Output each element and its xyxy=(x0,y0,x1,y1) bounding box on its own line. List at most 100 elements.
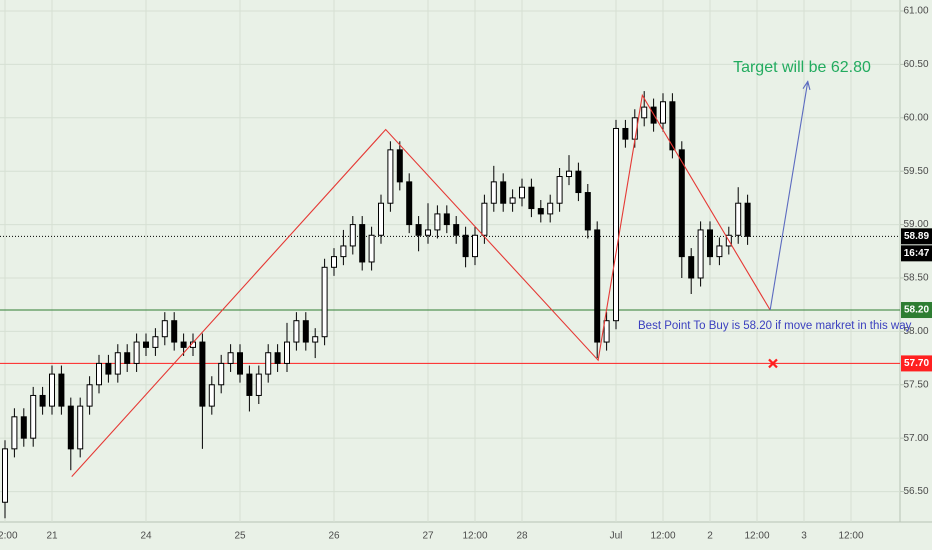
candle-body xyxy=(246,373,253,396)
candle-body xyxy=(143,341,149,348)
candle-body xyxy=(481,202,488,236)
candle-body xyxy=(594,229,601,343)
x-tick-label: 24 xyxy=(140,531,152,542)
trend-arrow xyxy=(769,81,808,311)
candle-body xyxy=(77,405,84,450)
candle-body xyxy=(293,320,300,343)
candle-body xyxy=(30,394,37,439)
candle-body xyxy=(331,256,337,268)
candle-body xyxy=(227,352,234,364)
candle-body xyxy=(180,341,187,348)
countdown-box xyxy=(901,245,932,262)
candle-body xyxy=(20,416,27,439)
candle-body xyxy=(255,373,262,396)
candle-body xyxy=(490,181,497,204)
candle-body xyxy=(359,224,366,263)
candle-body xyxy=(58,373,65,407)
candle-body xyxy=(500,181,507,204)
x-tick-label: 12:00 xyxy=(0,531,18,542)
y-tick-label: 58.50 xyxy=(903,273,928,284)
y-tick-label: 57.50 xyxy=(903,379,928,390)
candle-body xyxy=(396,149,403,183)
candle-body xyxy=(735,202,742,236)
candle-body xyxy=(265,352,272,375)
candle-body xyxy=(622,127,629,140)
candle-body xyxy=(274,352,281,364)
candle-body xyxy=(67,405,74,450)
y-tick-label: 60.50 xyxy=(903,59,928,70)
price-label: 57.70 xyxy=(904,358,929,369)
x-tick-label: 2 xyxy=(707,531,713,542)
candle-body xyxy=(584,192,591,231)
candle-body xyxy=(124,352,131,364)
candle-body xyxy=(660,101,666,124)
y-tick-label: 59.00 xyxy=(903,219,928,230)
candle-body xyxy=(443,213,450,226)
candle-body xyxy=(453,224,460,236)
candle-body xyxy=(199,341,206,407)
price-label-box xyxy=(901,302,932,319)
cross-stroke xyxy=(768,358,778,369)
candle-body xyxy=(96,362,102,386)
y-tick-label: 59.50 xyxy=(903,166,928,177)
candle-body xyxy=(688,256,695,279)
x-tick-label: 12:00 xyxy=(744,531,769,542)
candle-body xyxy=(152,336,159,348)
candle-body xyxy=(39,394,46,407)
candle-body xyxy=(2,448,8,503)
candle-body xyxy=(171,320,178,343)
candle-body xyxy=(349,224,356,247)
annotation: Target will be 62.80 xyxy=(733,59,871,76)
candle-body xyxy=(321,266,328,338)
x-tick-label: 3 xyxy=(801,531,807,542)
candle-body xyxy=(669,101,676,151)
x-tick-label: 12:00 xyxy=(462,531,487,542)
candle-body xyxy=(387,149,394,204)
x-tick-label: Jul xyxy=(610,531,623,542)
candle-body xyxy=(509,197,516,204)
candle-body xyxy=(86,384,93,407)
price-label-box xyxy=(901,355,932,372)
candle-body xyxy=(613,127,619,322)
candle-body xyxy=(547,202,554,215)
candle-body xyxy=(133,341,140,364)
y-tick-label: 60.00 xyxy=(903,112,928,123)
candle-body xyxy=(368,234,375,263)
candle-body xyxy=(744,202,751,237)
candle-body xyxy=(472,234,478,258)
candle-body xyxy=(237,352,243,375)
y-tick-label: 56.50 xyxy=(903,486,928,497)
candle-body xyxy=(697,229,704,279)
candle-body xyxy=(406,181,413,226)
candle-body xyxy=(462,234,469,258)
candle-body xyxy=(575,170,582,194)
y-tick-label: 57.00 xyxy=(903,433,928,444)
candle-body xyxy=(11,416,18,450)
candle-body xyxy=(208,384,215,407)
price-label-box xyxy=(901,228,932,245)
x-tick-label: 25 xyxy=(234,531,246,542)
x-tick-label: 26 xyxy=(328,531,340,542)
candle-body xyxy=(284,341,290,364)
candle-body xyxy=(434,213,441,231)
candle-body xyxy=(114,352,121,375)
candle-body xyxy=(556,176,563,204)
x-tick-label: 12:00 xyxy=(650,531,675,542)
x-tick-label: 12:00 xyxy=(838,531,863,542)
countdown: 16:47 xyxy=(904,248,930,259)
candle-body xyxy=(105,362,112,375)
y-tick-label: 58.00 xyxy=(903,326,928,337)
candle-body xyxy=(415,224,422,236)
candle-body xyxy=(312,336,319,343)
candle-body xyxy=(678,149,685,258)
price-label: 58.89 xyxy=(904,231,929,242)
x-tick-label: 27 xyxy=(422,531,434,542)
candle-body xyxy=(566,170,572,178)
candle-body xyxy=(218,362,225,386)
x-tick-label: 28 xyxy=(516,531,528,542)
candle-body xyxy=(716,245,723,258)
candle-body xyxy=(707,229,713,258)
price-label: 58.20 xyxy=(904,305,929,316)
